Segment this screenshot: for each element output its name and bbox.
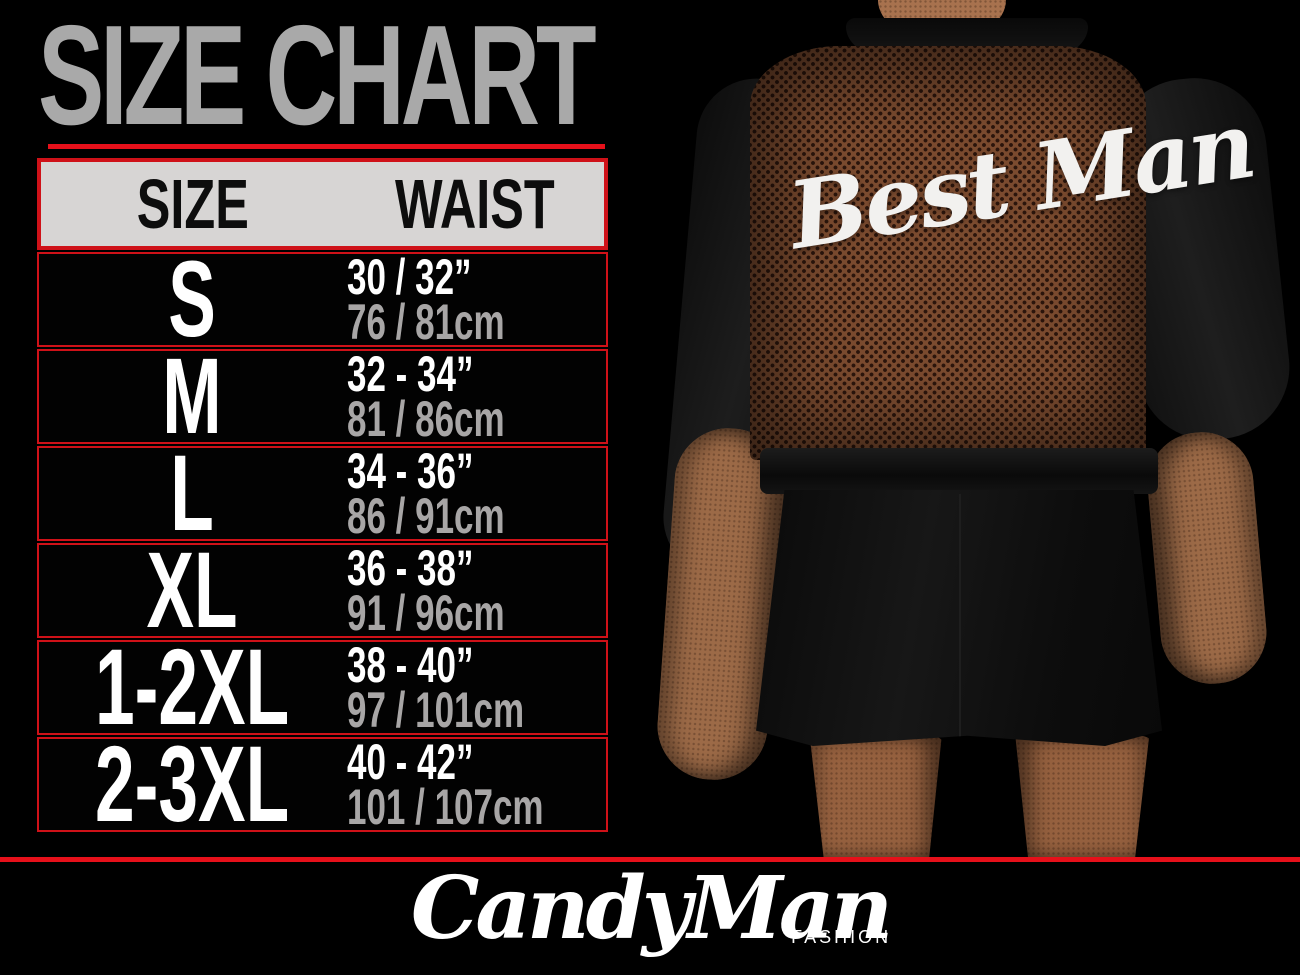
brand-name: CandyMan bbox=[410, 858, 893, 959]
table-row: M 32 - 34” 81 / 86cm bbox=[37, 335, 608, 457]
size-label: XL bbox=[146, 529, 238, 651]
size-label: S bbox=[168, 238, 216, 360]
table-header-row: SIZE WAIST bbox=[37, 158, 608, 250]
brand-logo: CandyMan FASHION bbox=[0, 866, 1300, 952]
size-cell: XL bbox=[39, 529, 345, 651]
waist-centimeters: 86 / 91cm bbox=[347, 487, 505, 544]
title-underline bbox=[48, 144, 605, 149]
page-title: SIZE CHART bbox=[38, 0, 597, 155]
brand-logo-inner: CandyMan FASHION bbox=[411, 866, 893, 952]
waist-centimeters: 101 / 107cm bbox=[347, 778, 544, 835]
robe-skirt-seam bbox=[959, 494, 961, 738]
waist-centimeters: 91 / 96cm bbox=[347, 584, 505, 641]
size-label: 2-3XL bbox=[95, 723, 290, 845]
header-waist-label: WAIST bbox=[394, 165, 555, 243]
waist-cell: 36 - 38” 91 / 96cm bbox=[345, 539, 606, 641]
waist-centimeters: 81 / 86cm bbox=[347, 390, 505, 447]
waist-inches: 34 - 36” bbox=[347, 442, 474, 499]
waist-inches: 40 - 42” bbox=[347, 733, 474, 790]
model-arm-right bbox=[1143, 427, 1271, 689]
table-row: 1-2XL 38 - 40” 97 / 101cm bbox=[37, 626, 608, 748]
size-cell: L bbox=[39, 432, 345, 554]
brand-tagline: FASHION bbox=[791, 927, 892, 947]
footer-divider-line bbox=[0, 857, 1300, 862]
model-leg-left bbox=[809, 736, 942, 858]
mesh-back-panel bbox=[750, 46, 1146, 460]
size-cell: S bbox=[39, 238, 345, 360]
size-cell: 1-2XL bbox=[39, 626, 345, 748]
waist-inches: 38 - 40” bbox=[347, 636, 474, 693]
waist-inches: 30 / 32” bbox=[347, 248, 472, 305]
table-body: S 30 / 32” 76 / 81cm M 32 - 34” 81 / 86cm L 34 … bbox=[37, 238, 608, 845]
size-label: 1-2XL bbox=[95, 626, 290, 748]
size-cell: 2-3XL bbox=[39, 723, 345, 845]
waist-cell: 38 - 40” 97 / 101cm bbox=[345, 636, 606, 738]
robe-skirt bbox=[756, 490, 1162, 746]
table-row: L 34 - 36” 86 / 91cm bbox=[37, 432, 608, 554]
header-size-label: SIZE bbox=[136, 165, 250, 243]
waist-inches: 32 - 34” bbox=[347, 345, 474, 402]
size-cell: M bbox=[39, 335, 345, 457]
waist-cell: 34 - 36” 86 / 91cm bbox=[345, 442, 606, 544]
header-size: SIZE bbox=[41, 169, 345, 239]
size-table: SIZE WAIST S 30 / 32” 76 / 81cm M 32 - 34” 81… bbox=[37, 158, 608, 845]
product-photo: Best Man bbox=[640, 0, 1300, 858]
waist-cell: 30 / 32” 76 / 81cm bbox=[345, 248, 606, 350]
table-row: 2-3XL 40 - 42” 101 / 107cm bbox=[37, 723, 608, 845]
model-leg-right bbox=[1015, 736, 1150, 858]
robe-belt bbox=[760, 448, 1158, 494]
waist-centimeters: 76 / 81cm bbox=[347, 293, 505, 350]
size-label: M bbox=[162, 335, 222, 457]
waist-inches: 36 - 38” bbox=[347, 539, 474, 596]
header-waist: WAIST bbox=[345, 169, 604, 239]
waist-cell: 32 - 34” 81 / 86cm bbox=[345, 345, 606, 447]
table-row: XL 36 - 38” 91 / 96cm bbox=[37, 529, 608, 651]
table-row: S 30 / 32” 76 / 81cm bbox=[37, 238, 608, 360]
waist-centimeters: 97 / 101cm bbox=[347, 681, 525, 738]
waist-cell: 40 - 42” 101 / 107cm bbox=[345, 733, 606, 835]
size-label: L bbox=[170, 432, 214, 554]
